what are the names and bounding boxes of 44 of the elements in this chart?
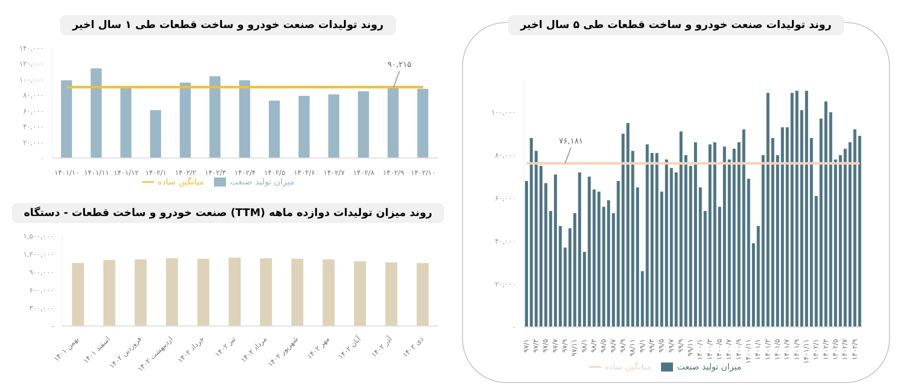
- bar: [722, 146, 726, 327]
- bar: [766, 92, 770, 327]
- bar: [180, 82, 191, 158]
- bar: [597, 192, 600, 327]
- annotation: ۷۶,۱۸۱: [559, 136, 584, 146]
- bar: [694, 142, 697, 327]
- bar: [417, 88, 428, 158]
- annotation: ۹۰,۲۱۵: [387, 60, 412, 70]
- bar: [61, 80, 72, 158]
- bar: [568, 228, 572, 327]
- legend-label: میانگین ساده: [604, 362, 652, 372]
- bar: [790, 92, 794, 327]
- bar: [665, 159, 668, 327]
- bar: [120, 88, 132, 158]
- bar: [805, 90, 808, 327]
- bar: [525, 180, 528, 327]
- bar: [680, 132, 683, 327]
- bar: [848, 142, 852, 327]
- bar: [752, 243, 755, 327]
- bar: [622, 134, 625, 327]
- legend-label: میانگین ساده: [158, 177, 204, 188]
- bar: [554, 174, 557, 327]
- bar: [90, 68, 102, 158]
- chart-title: روند میزان تولیدات دوازده ماهه (TTM) صنعت خودرو و ساخت قطعات - دستگاه: [12, 203, 444, 223]
- bar: [650, 153, 654, 327]
- bar: [358, 91, 369, 158]
- bar: [834, 159, 838, 327]
- legend-label: میزان تولید صنعت: [677, 362, 742, 372]
- bar: [636, 187, 640, 327]
- bar: [209, 76, 220, 158]
- bar: [539, 166, 542, 327]
- bar: [708, 144, 712, 327]
- bar: [388, 88, 399, 158]
- bar: [582, 252, 586, 327]
- chart-title: روند تولیدات صنعت خودرو و ساخت قطعات طی ۵ سال اخیر: [508, 15, 844, 35]
- bar: [239, 80, 250, 158]
- chart-title: روند تولیدات صنعت خودرو و ساخت قطعات طی ۱ سال اخیر: [60, 15, 396, 35]
- bar: [150, 110, 162, 158]
- bar: [737, 142, 740, 327]
- bar: [328, 94, 340, 158]
- bar: [820, 118, 823, 327]
- legend-label: میزان تولید صنعت: [230, 177, 294, 188]
- bar: [298, 96, 310, 158]
- bar: [268, 100, 280, 158]
